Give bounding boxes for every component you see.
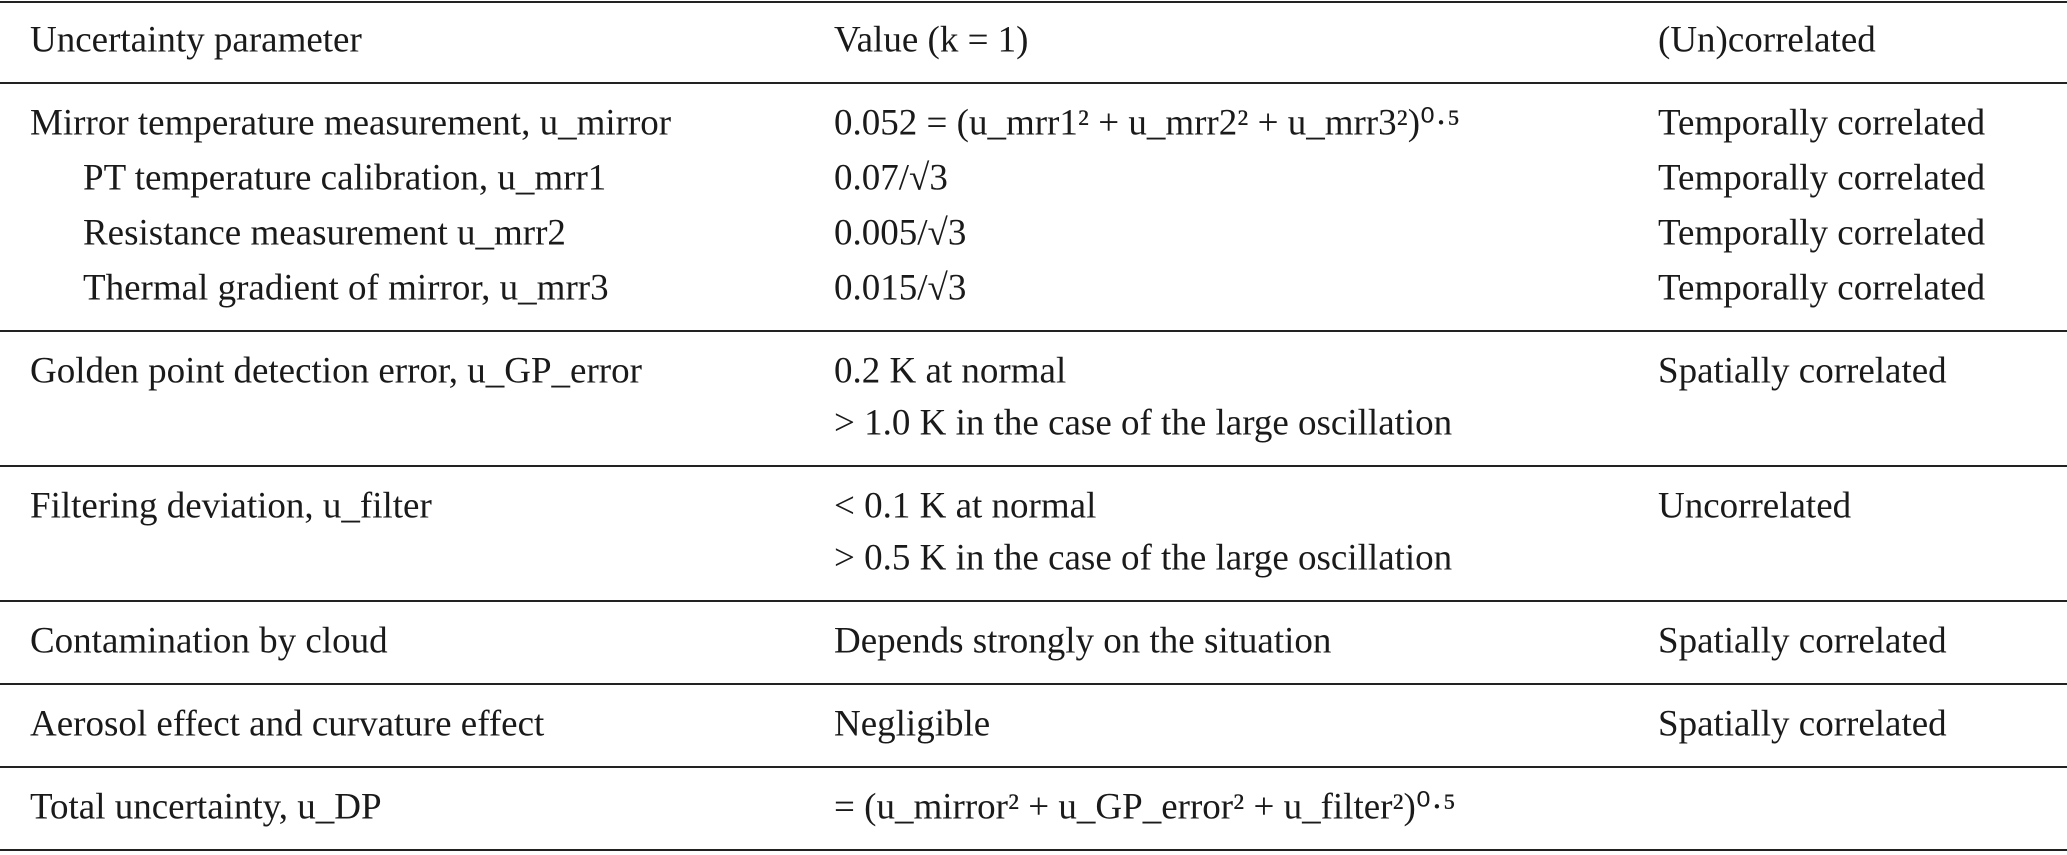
parameter: Golden point detection error, u_GP_error [30,350,642,392]
component-correlation: Temporally correlated [1658,267,1986,309]
header-cell: Uncertainty parameter [30,19,362,61]
value: Depends strongly on the situation [834,620,1332,662]
component-correlation: Temporally correlated [1658,157,1986,199]
header-cell: (Un)correlated [1658,19,1876,61]
rule [0,330,2067,332]
rule [0,1,2067,3]
value: < 0.1 K at normal [834,485,1097,527]
component-correlation: Temporally correlated [1658,212,1986,254]
component-parameter: PT temperature calibration, u_mrr1 [83,157,607,199]
correlation: Temporally correlated [1658,102,1986,144]
component-value: 0.015/√3 [834,267,967,309]
header-cell: Value (k = 1) [834,19,1029,61]
parameter: Contamination by cloud [30,620,388,662]
parameter: Filtering deviation, u_filter [30,485,432,527]
rule [0,465,2067,467]
correlation: Spatially correlated [1658,703,1947,745]
value: > 1.0 K in the case of the large oscilla… [834,402,1453,444]
rule [0,849,2067,851]
parameter: Total uncertainty, u_DP [30,786,382,828]
rule [0,600,2067,602]
component-parameter: Thermal gradient of mirror, u_mrr3 [83,267,609,309]
component-parameter: Resistance measurement u_mrr2 [83,212,566,254]
correlation: Uncorrelated [1658,485,1852,527]
parameter: Mirror temperature measurement, u_mirror [30,102,672,144]
component-value: 0.07/√3 [834,157,948,199]
rule [0,766,2067,768]
correlation: Spatially correlated [1658,620,1947,662]
value: > 0.5 K in the case of the large oscilla… [834,537,1453,579]
component-value: 0.005/√3 [834,212,967,254]
value: Negligible [834,703,991,745]
correlation: Spatially correlated [1658,350,1947,392]
rule [0,82,2067,84]
value: = (u_mirror² + u_GP_error² + u_filter²)⁰… [834,786,1456,828]
value: 0.052 = (u_mrr1² + u_mrr2² + u_mrr3²)⁰·⁵ [834,102,1461,144]
value: 0.2 K at normal [834,350,1067,392]
parameter: Aerosol effect and curvature effect [30,703,545,745]
rule [0,683,2067,685]
